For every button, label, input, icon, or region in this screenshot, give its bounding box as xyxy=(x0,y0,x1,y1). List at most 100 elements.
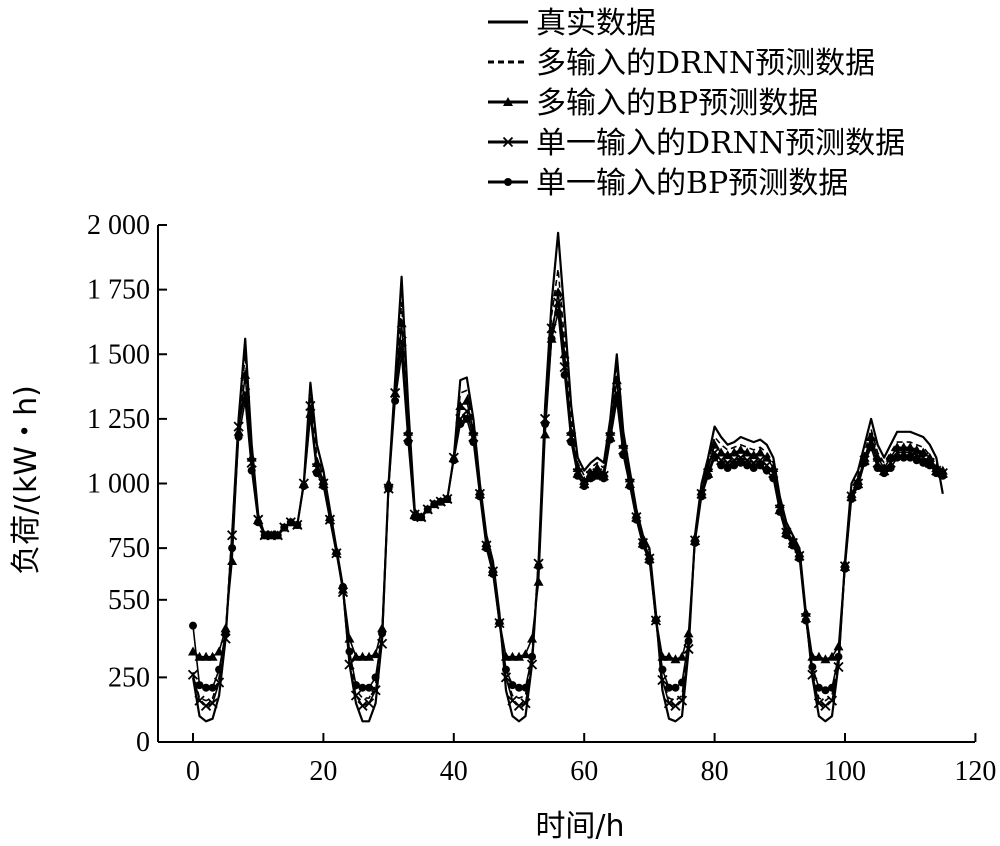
data-point xyxy=(704,471,713,480)
data-point xyxy=(678,678,686,687)
data-point xyxy=(482,544,491,553)
data-point xyxy=(513,700,525,711)
data-point xyxy=(775,507,784,516)
data-point xyxy=(867,443,876,452)
data-point xyxy=(697,492,706,501)
data-point xyxy=(676,695,688,706)
data-point xyxy=(293,520,302,529)
data-point xyxy=(670,654,681,664)
data-point xyxy=(651,616,660,625)
y-tick-label: 1 750 xyxy=(87,275,150,306)
data-point xyxy=(813,651,824,661)
data-point xyxy=(378,629,387,638)
data-point xyxy=(696,486,707,496)
data-point xyxy=(215,665,224,674)
data-point xyxy=(782,531,791,540)
data-point xyxy=(507,651,518,661)
data-point xyxy=(391,396,400,405)
data-point xyxy=(625,482,634,491)
data-point xyxy=(241,396,250,405)
legend-item: 多输入的BP预测数据 xyxy=(488,86,818,121)
data-point xyxy=(299,482,308,491)
data-point xyxy=(240,387,251,399)
data-point xyxy=(207,698,218,709)
data-point xyxy=(841,564,849,573)
data-point xyxy=(814,683,823,692)
data-point xyxy=(755,447,766,457)
legend: 真实数据多输入的DRNN预测数据多输入的BP预测数据单一输入的DRNN预测数据单… xyxy=(488,6,905,201)
data-point xyxy=(462,414,471,423)
data-point xyxy=(820,700,831,711)
data-point xyxy=(826,695,838,706)
data-point xyxy=(735,444,746,454)
data-point xyxy=(306,412,315,421)
data-point xyxy=(932,469,941,478)
data-point xyxy=(234,432,243,441)
data-point xyxy=(397,350,406,359)
x-tick-label: 80 xyxy=(701,756,729,787)
data-point xyxy=(267,531,276,540)
data-point xyxy=(552,297,564,308)
data-point xyxy=(376,638,388,649)
data-point xyxy=(599,474,608,483)
x-axis-ticks: 0 20 40 60 80 100 120 xyxy=(186,733,996,787)
data-point xyxy=(527,633,538,643)
data-point xyxy=(723,463,732,472)
data-point xyxy=(573,471,582,480)
data-point xyxy=(873,463,882,472)
data-point xyxy=(254,518,263,527)
data-point xyxy=(187,669,199,680)
data-point xyxy=(389,387,401,399)
legend-item: 单一输入的DRNN预测数据 xyxy=(488,126,905,161)
data-point xyxy=(756,461,765,470)
legend-item: 单一输入的BP预测数据 xyxy=(488,166,848,201)
legend-label: 多输入的DRNN预测数据 xyxy=(536,46,875,81)
data-point xyxy=(338,582,347,591)
data-point xyxy=(553,287,564,297)
data-point xyxy=(749,463,758,472)
data-point xyxy=(860,458,869,467)
data-point xyxy=(286,518,295,527)
data-point xyxy=(710,453,719,462)
data-point xyxy=(813,698,825,709)
data-point xyxy=(436,497,445,506)
data-point xyxy=(260,531,269,540)
data-point xyxy=(221,629,230,638)
data-point xyxy=(228,544,237,553)
data-point xyxy=(357,651,368,661)
x-tick-label: 40 xyxy=(440,756,468,787)
y-axis-ticks: 0 250 550 750 1 000 1 250 1 500 1 750 2 000 xyxy=(87,210,167,758)
data-point xyxy=(501,665,510,674)
data-point xyxy=(919,458,928,467)
data-point xyxy=(396,318,407,328)
data-point xyxy=(593,471,602,480)
data-point xyxy=(202,683,211,692)
data-point xyxy=(554,308,563,317)
data-point xyxy=(305,400,316,412)
data-point xyxy=(821,686,830,695)
data-point xyxy=(709,439,720,449)
data-point xyxy=(912,456,921,465)
data-point xyxy=(200,700,212,711)
x-tick-label: 120 xyxy=(954,756,996,787)
data-point xyxy=(769,474,778,483)
data-point xyxy=(325,515,334,524)
data-point xyxy=(410,513,419,522)
data-point xyxy=(879,462,890,472)
data-point xyxy=(906,453,915,462)
data-point xyxy=(644,550,655,560)
data-point xyxy=(853,475,864,485)
data-point xyxy=(469,438,478,447)
data-point xyxy=(762,466,771,475)
data-point xyxy=(514,651,524,661)
data-point xyxy=(534,562,543,571)
data-point xyxy=(559,362,570,373)
data-point xyxy=(684,637,693,646)
legend-label: 单一输入的DRNN预测数据 xyxy=(536,126,905,161)
y-tick-label: 0 xyxy=(136,727,150,758)
data-point xyxy=(371,673,380,682)
data-point xyxy=(820,654,831,664)
data-point xyxy=(606,435,615,444)
legend-item: 真实数据 xyxy=(488,6,656,41)
